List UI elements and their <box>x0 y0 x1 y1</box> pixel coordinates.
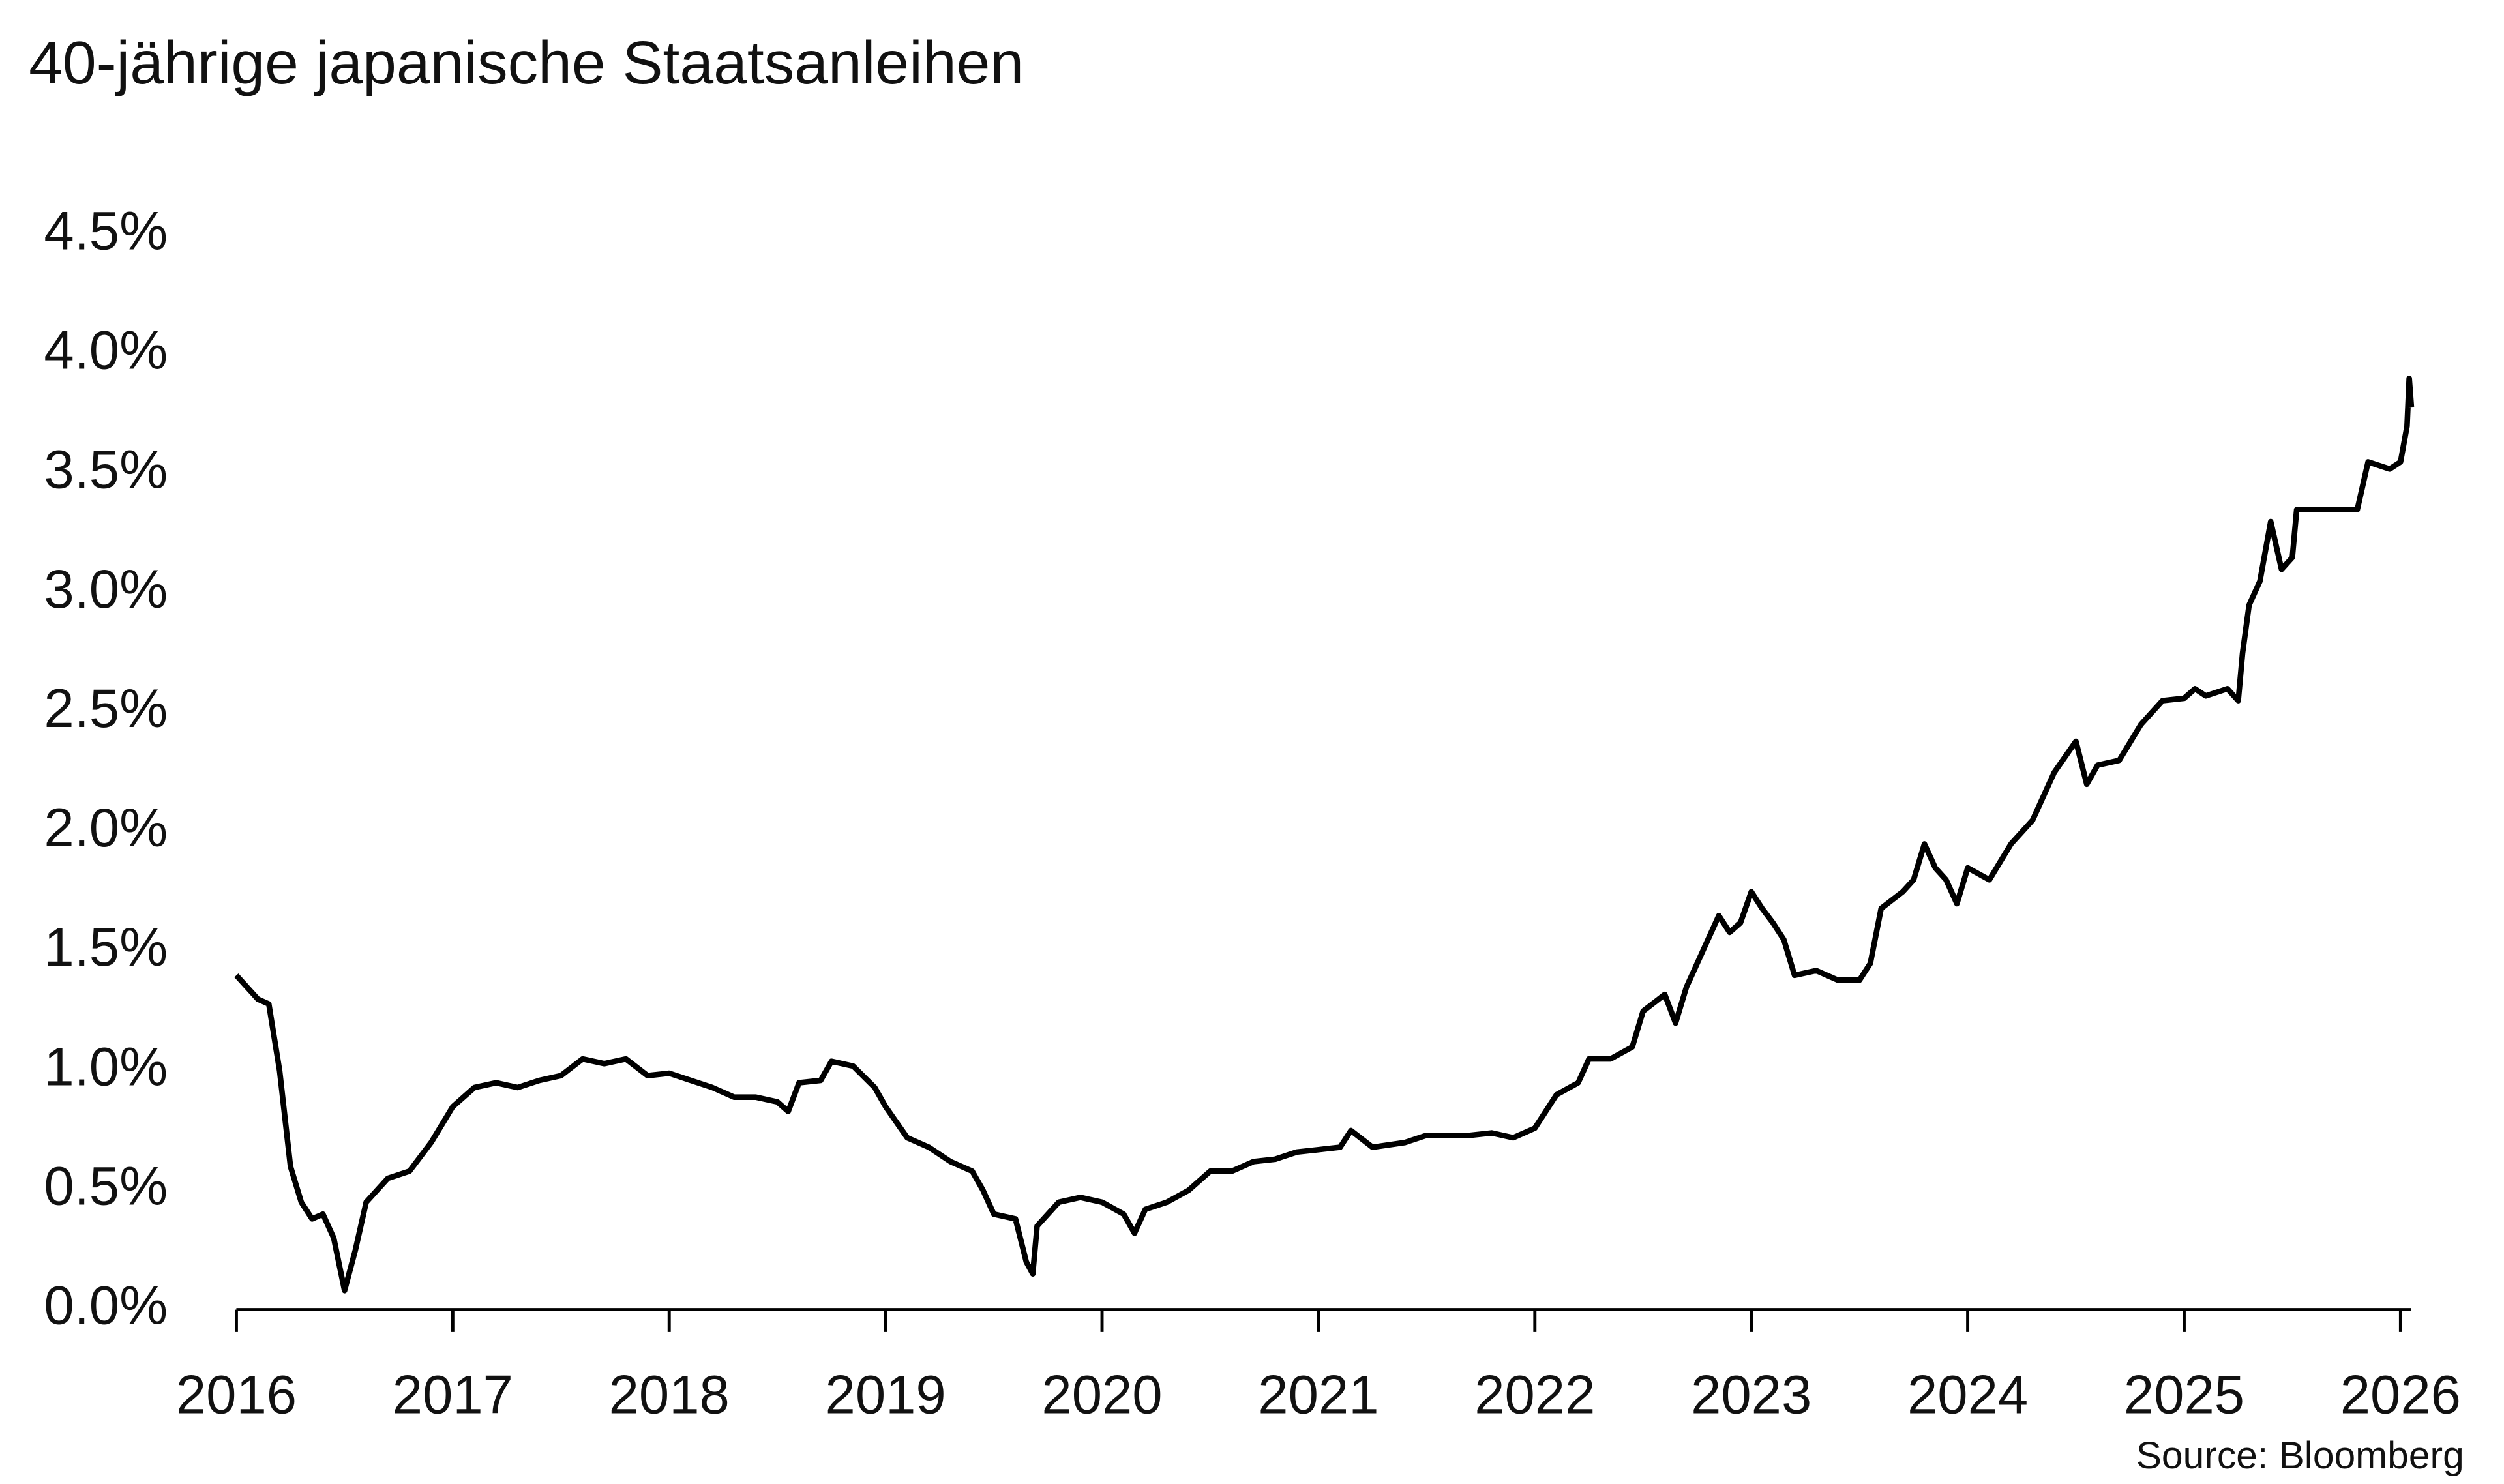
y-tick-label: 0.0% <box>44 1275 168 1336</box>
x-tick-label: 2022 <box>1474 1365 1595 1425</box>
y-tick-label: 0.5% <box>44 1155 168 1216</box>
line <box>234 375 2415 1294</box>
y-tick-label: 3.0% <box>44 559 168 619</box>
x-tick-label: 2023 <box>1691 1365 1811 1425</box>
chart-title: 40-jährige japanische Staatsanleihen <box>29 29 1024 96</box>
x-tick-label: 2020 <box>1041 1365 1162 1425</box>
source: Source: Bloomberg <box>2136 1434 2464 1477</box>
x-tick-label: 2024 <box>1907 1365 2028 1425</box>
y-tick-label: 4.0% <box>44 320 168 381</box>
x-tick-label: 2021 <box>1258 1365 1379 1425</box>
y-tick-label: 1.5% <box>44 917 168 977</box>
y-tick-label: 1.0% <box>44 1036 168 1097</box>
y-tick-label: 2.0% <box>44 797 168 858</box>
x-tick-label: 2018 <box>609 1365 730 1425</box>
x-tick-label: 2025 <box>2124 1365 2244 1425</box>
x-tick-label: 2017 <box>393 1365 513 1425</box>
y-tick-label: 3.5% <box>44 439 168 500</box>
y-tick-label: 2.5% <box>44 678 168 739</box>
x-tick-label: 2026 <box>2340 1365 2461 1425</box>
x-tick-label: 2016 <box>176 1365 297 1425</box>
x-tick-label: 2019 <box>826 1365 946 1425</box>
y-tick-label: 4.5% <box>44 200 168 261</box>
